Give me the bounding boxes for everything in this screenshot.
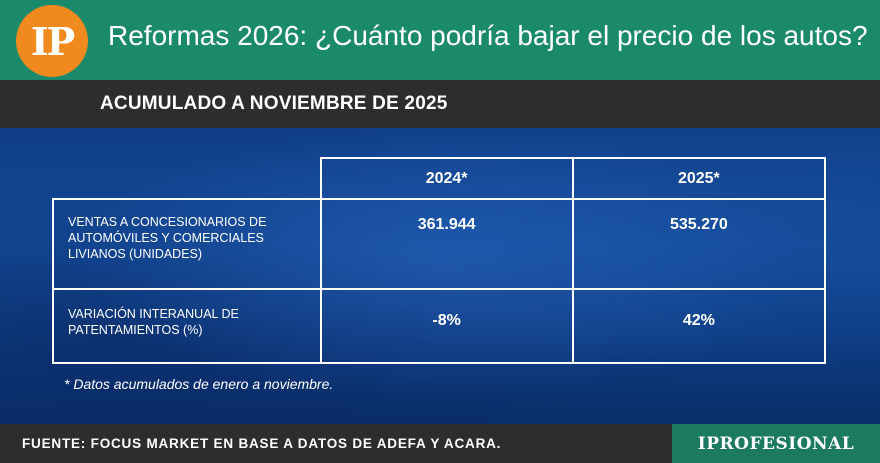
brand-logo: IPROFESIONAL — [697, 433, 855, 454]
table-row: VARIACIÓN INTERANUAL DE PATENTAMIENTOS (… — [52, 288, 827, 364]
column-header-2024: 2024* — [319, 157, 574, 200]
headline: Reformas 2026: ¿Cuánto podría bajar el p… — [108, 20, 868, 51]
subheader-title: ACUMULADO A NOVIEMBRE DE 2025 — [100, 93, 448, 114]
footnote: * Datos acumulados de enero a noviembre. — [64, 376, 334, 392]
ip-logo: IP — [16, 5, 88, 77]
cell-ventas-2025: 535.270 — [571, 198, 827, 290]
header-bar: IP Reformas 2026: ¿Cuánto podría bajar e… — [0, 0, 880, 80]
data-table: 2024* 2025* VENTAS A CONCESIONARIOS DE A… — [52, 157, 827, 364]
column-header-2025: 2025* — [571, 157, 827, 200]
main-panel: 2024* 2025* VENTAS A CONCESIONARIOS DE A… — [0, 128, 880, 424]
row-label-ventas: VENTAS A CONCESIONARIOS DE AUTOMÓVILES Y… — [52, 198, 322, 290]
footer-bar: FUENTE: FOCUS MARKET EN BASE A DATOS DE … — [0, 424, 880, 463]
cell-variacion-2025: 42% — [571, 288, 827, 364]
cell-ventas-2024: 361.944 — [319, 198, 574, 290]
row-label-variacion: VARIACIÓN INTERANUAL DE PATENTAMIENTOS (… — [52, 288, 322, 364]
table-corner-cell — [53, 158, 322, 200]
table-header-row: 2024* 2025* — [53, 157, 827, 200]
brand-box: IPROFESIONAL — [672, 424, 880, 463]
subheader-bar: ACUMULADO A NOVIEMBRE DE 2025 — [0, 80, 880, 128]
logo-text: IP — [30, 18, 75, 64]
cell-variacion-2024: -8% — [319, 288, 574, 364]
source-note: FUENTE: FOCUS MARKET EN BASE A DATOS DE … — [22, 436, 502, 451]
table-row: VENTAS A CONCESIONARIOS DE AUTOMÓVILES Y… — [52, 198, 827, 290]
